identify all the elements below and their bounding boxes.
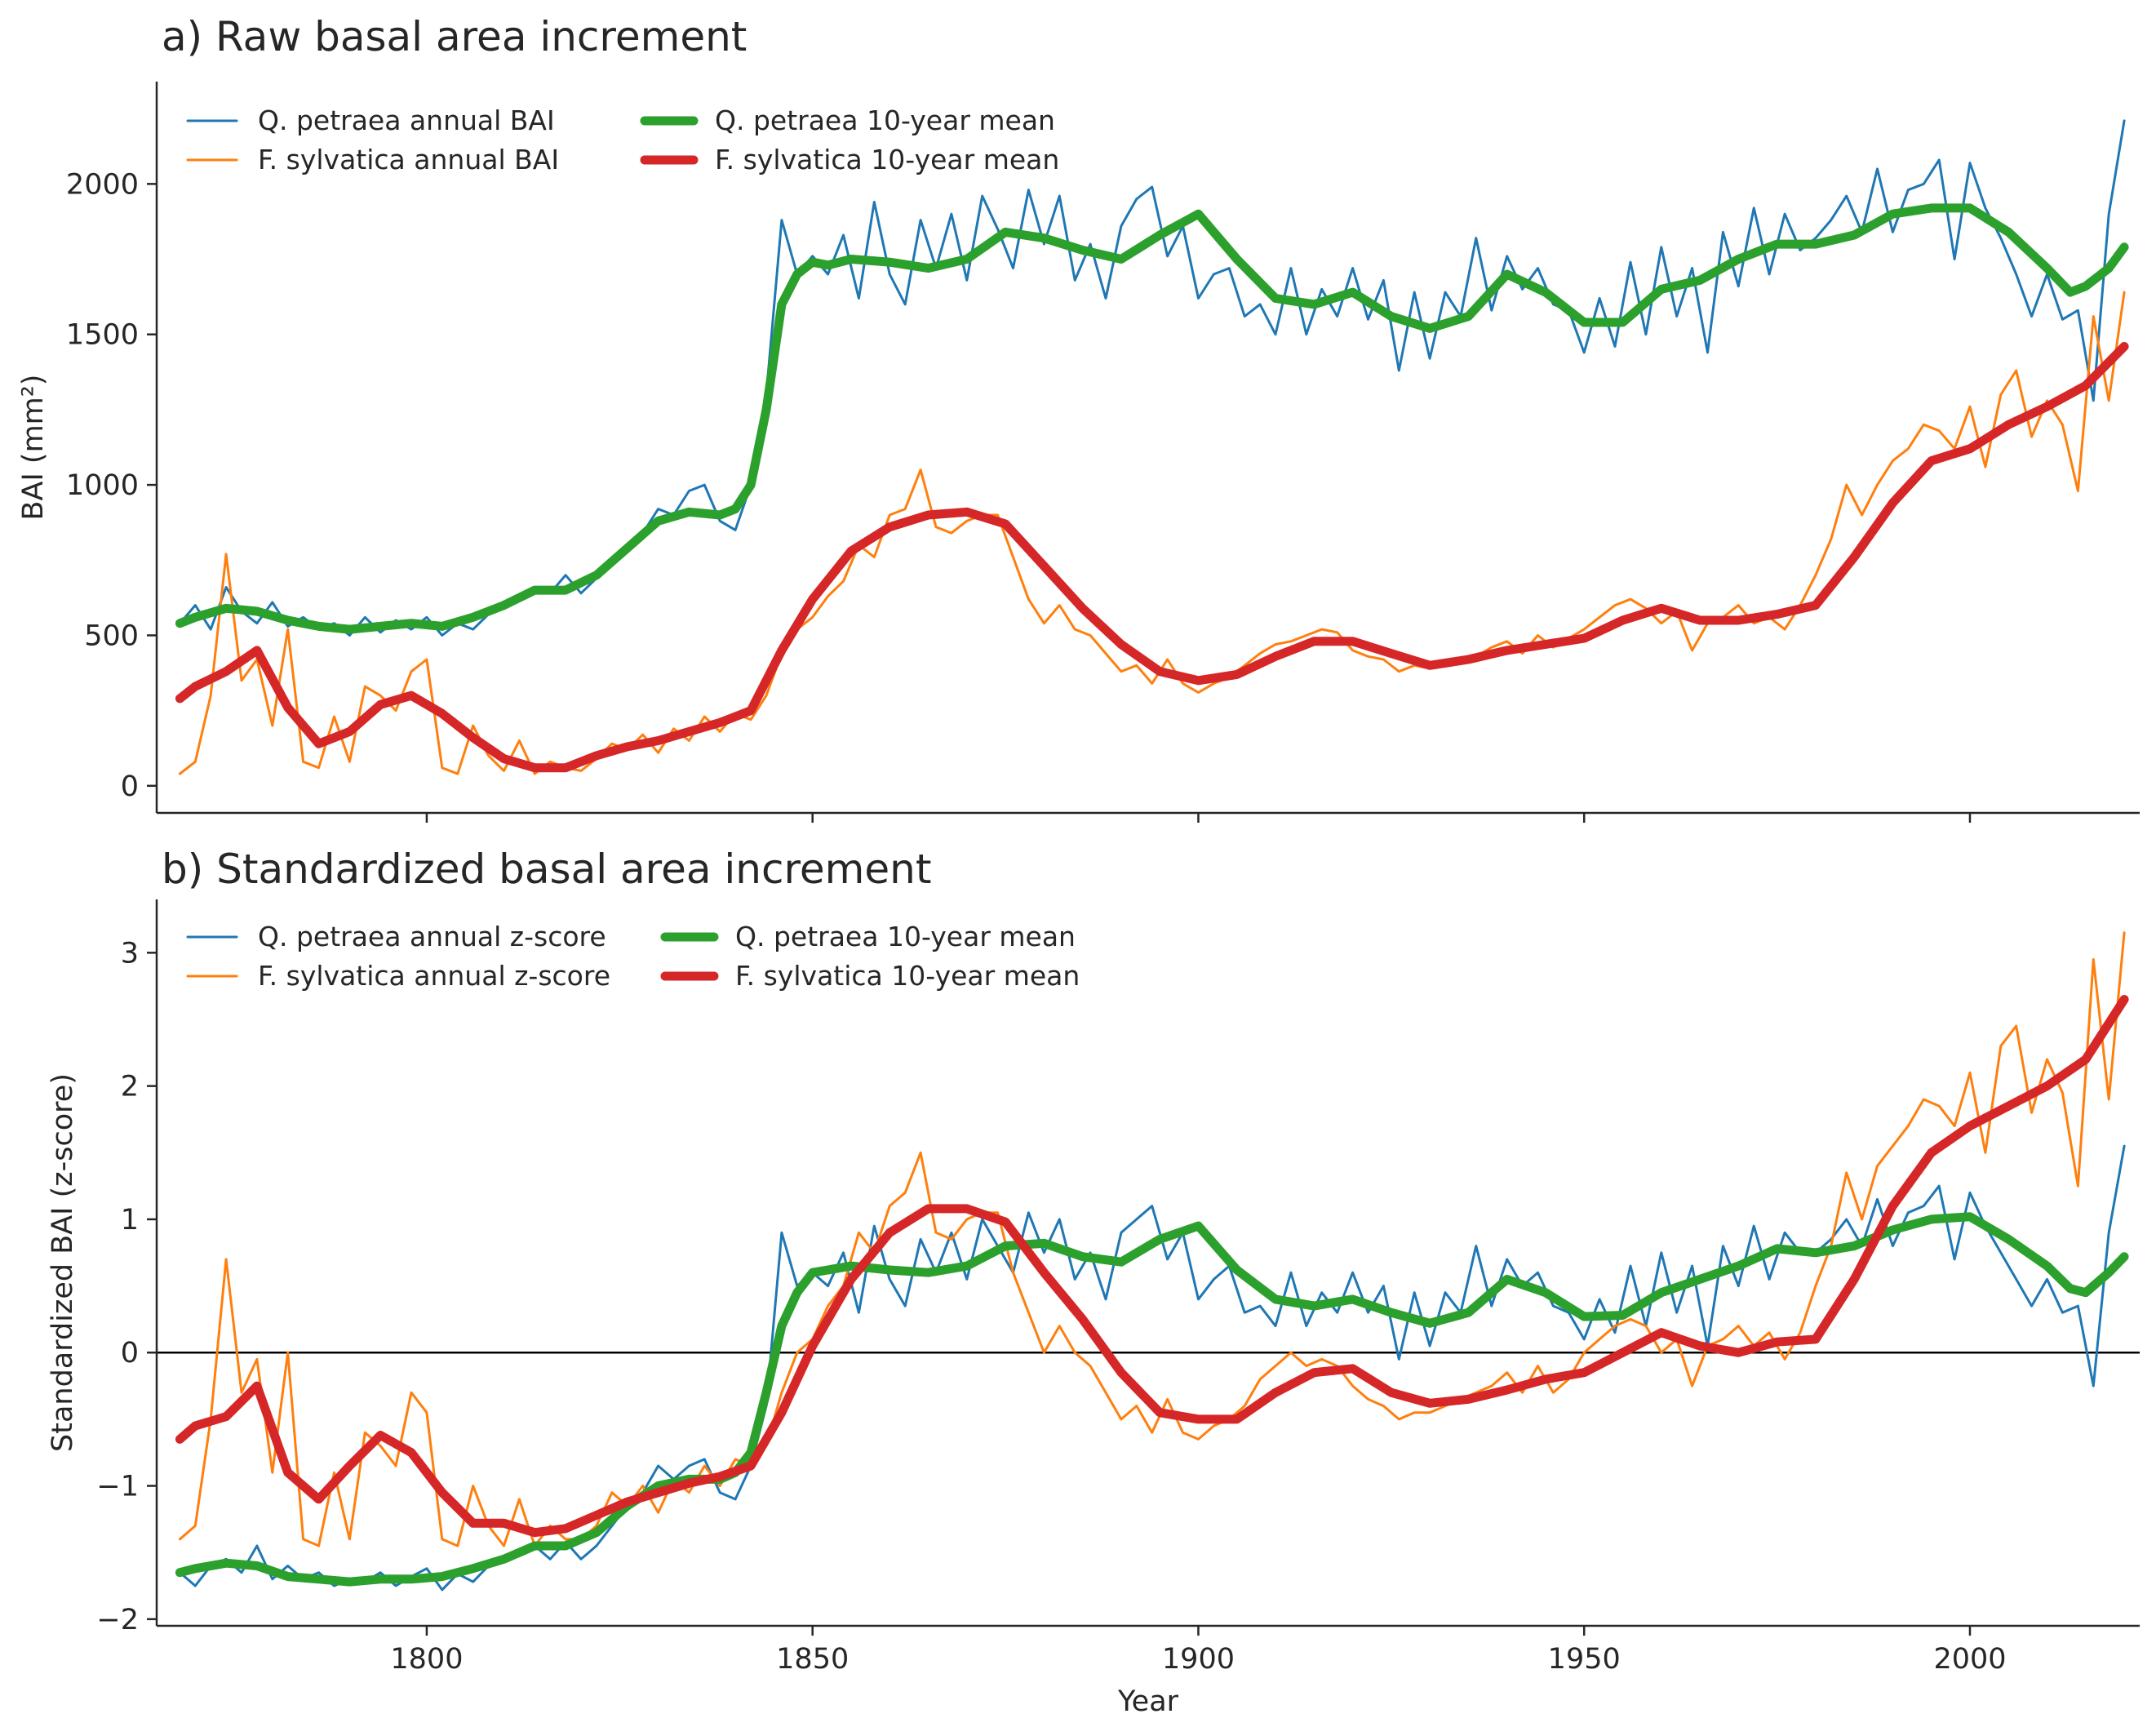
panel-a-y-tick-label: 2000 — [66, 168, 139, 201]
panel-a-legend-label: F. sylvatica 10-year mean — [715, 144, 1059, 175]
panel-b-series-f-sylvatica-annual-z-score — [178, 931, 2126, 1547]
panel-b-y-tick-label: 2 — [121, 1071, 139, 1103]
panel-b-title: b) Standardized basal area increment — [162, 846, 931, 893]
panel-a-title: a) Raw basal area increment — [162, 13, 747, 60]
panel-a-y-tick-label: 0 — [121, 770, 139, 803]
panel-a-legend: Q. petraea annual BAI F. sylvatica annual… — [186, 104, 1059, 175]
panel-a-y-axis-label: BAI (mm²) — [17, 375, 50, 521]
panel-b-x-axis-label: Year — [1117, 1685, 1179, 1718]
panel-a-y-tick-label: 1000 — [66, 469, 139, 502]
panel-a-series-q-petraea-10-year-mean — [175, 203, 2129, 634]
panel-a-y-tick-label: 1500 — [66, 319, 139, 352]
panel-a-raw-bai: a) Raw basal area increment 0 500 1000 1500 2… — [17, 13, 2140, 823]
panel-b-legend-label: F. sylvatica 10-year mean — [735, 960, 1080, 992]
panel-a-y-tick-label: 500 — [84, 619, 139, 652]
panel-a-legend-label: Q. petraea annual BAI — [258, 104, 555, 136]
panel-b-x-tick-label: 1850 — [776, 1643, 849, 1676]
panel-b-y-tick-label: −2 — [96, 1604, 139, 1636]
panel-a-series-f-sylvatica-10-year-mean — [175, 342, 2129, 773]
panel-b-y-axis-label: Standardized BAI (z-score) — [47, 1073, 79, 1452]
panel-b-series-f-sylvatica-10-year-mean — [175, 995, 2129, 1538]
panel-b-legend: Q. petraea annual z-score F. sylvatica an… — [186, 921, 1080, 992]
panel-b-legend-label: F. sylvatica annual z-score — [258, 960, 610, 992]
panel-a-legend-label: F. sylvatica annual BAI — [258, 144, 559, 175]
panel-b-x-tick-label: 1800 — [390, 1643, 463, 1676]
panel-b-x-tick-label: 1900 — [1162, 1643, 1235, 1676]
panel-b-y-tick-label: 3 — [121, 937, 139, 970]
panel-b-y-tick-label: 1 — [121, 1204, 139, 1237]
panel-b-x-tick-label: 2000 — [1933, 1643, 2006, 1676]
panel-b-x-tick-label: 1950 — [1548, 1643, 1621, 1676]
panel-b-standardized-bai: b) Standardized basal area increment −2 −1… — [47, 846, 2140, 1718]
panel-b-legend-label: Q. petraea annual z-score — [258, 921, 606, 952]
panel-b-y-tick-label: 0 — [121, 1337, 139, 1370]
panel-b-legend-label: Q. petraea 10-year mean — [735, 921, 1076, 952]
panel-b-y-tick-label: −1 — [96, 1471, 139, 1503]
panel-a-legend-label: Q. petraea 10-year mean — [715, 104, 1055, 136]
